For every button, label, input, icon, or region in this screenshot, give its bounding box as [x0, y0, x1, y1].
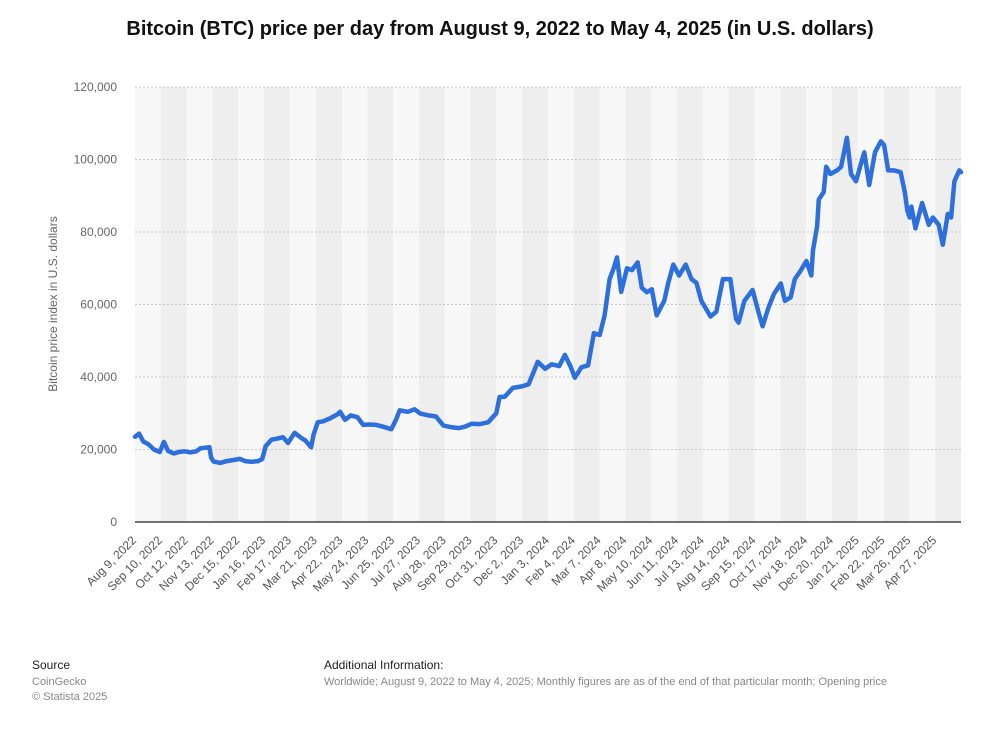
y-tick-label: 40,000: [80, 370, 117, 384]
source-line: CoinGecko: [32, 676, 87, 688]
plot-band: [393, 87, 419, 522]
y-axis-label: Bitcoin price index in U.S. dollars: [46, 216, 60, 391]
chart-title: Bitcoin (BTC) price per day from August …: [126, 18, 874, 40]
copyright-line: © Statista 2025: [32, 691, 108, 703]
plot-band: [677, 87, 703, 522]
series-line: [132, 135, 964, 466]
plot-band: [444, 87, 471, 522]
y-tick-label: 20,000: [80, 443, 117, 457]
additional-info-heading: Additional Information:: [324, 658, 444, 672]
source-heading: Source: [32, 658, 71, 672]
y-tick-label: 120,000: [74, 80, 118, 94]
plot-band: [625, 87, 652, 522]
y-tick-label: 0: [110, 515, 117, 529]
plot-band: [909, 87, 936, 522]
y-tick-label: 60,000: [80, 298, 117, 312]
y-tick-label: 80,000: [80, 225, 117, 239]
y-tick-label: 100,000: [74, 153, 118, 167]
additional-info-text: Worldwide; August 9, 2022 to May 4, 2025…: [324, 676, 887, 688]
